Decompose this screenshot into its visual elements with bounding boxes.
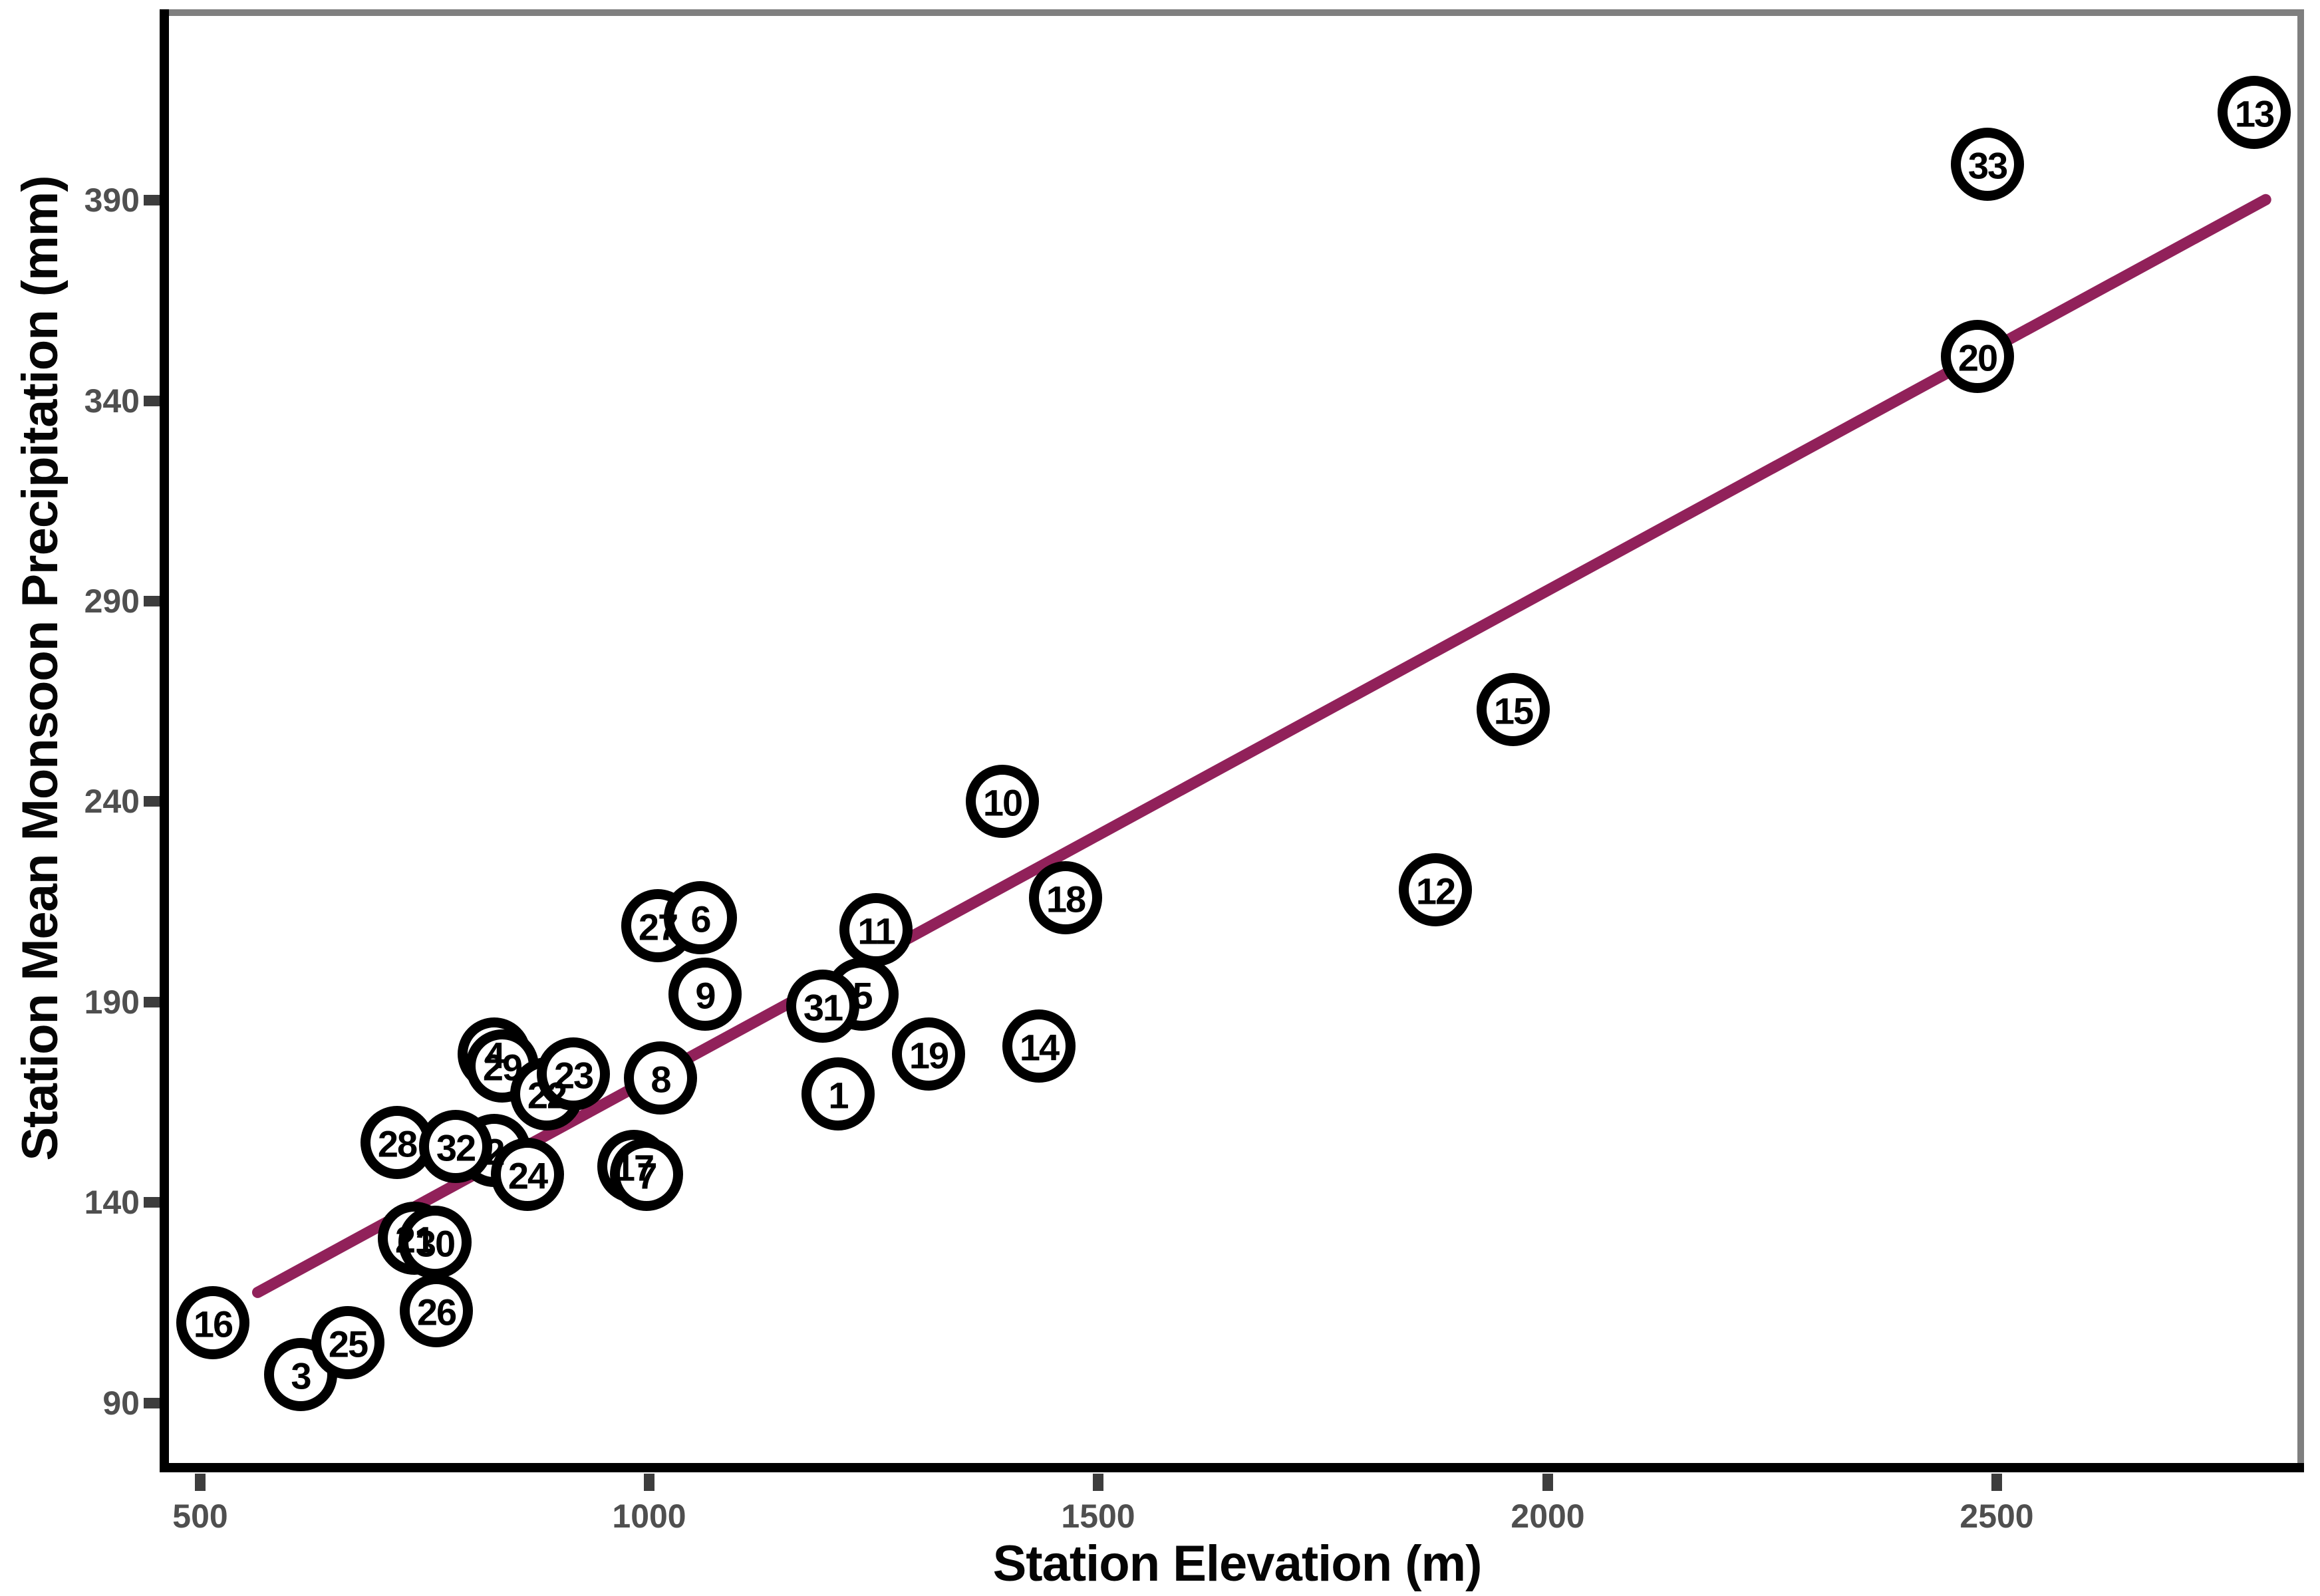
station-point-label: 2 [484,1130,505,1173]
station-point-label: 1 [828,1074,849,1117]
station-point-label: 9 [695,974,716,1017]
y-axis-line [160,9,169,1472]
station-point-label: 26 [416,1291,457,1333]
station-point-label: 15 [1493,690,1534,732]
x-tick-mark [1542,1474,1553,1491]
x-axis-line [160,1463,2304,1472]
station-point-label: 22 [527,1074,567,1117]
x-axis-title: Station Elevation (m) [992,1535,1483,1592]
y-tick-mark [144,1197,160,1208]
station-point-label: 24 [508,1154,548,1197]
panel-border-top [160,9,2304,16]
station-point-label: 11 [857,910,895,952]
y-tick-mark [144,1398,160,1408]
y-tick-label: 190 [84,984,140,1021]
y-tick-label: 90 [102,1385,140,1422]
station-point-label: 7 [637,1154,657,1197]
x-tick-mark [644,1474,654,1491]
y-tick-label: 390 [84,182,140,219]
x-tick-label: 2500 [1959,1498,2034,1535]
y-axis-title: Station Mean Monsoon Precipitation (mm) [12,176,69,1161]
station-point-label: 32 [436,1127,476,1169]
station-point-label: 12 [1415,870,1456,912]
station-point-label: 6 [690,898,711,940]
station-point-label: 27 [638,906,678,948]
y-tick-mark [144,796,160,807]
station-point-label: 33 [1967,144,2008,187]
y-tick-mark [144,596,160,606]
x-tick-mark [195,1474,206,1491]
station-point-circle [786,970,859,1043]
x-tick-label: 1000 [612,1498,686,1535]
station-point-label: 19 [909,1034,949,1077]
y-tick-mark [144,195,160,205]
station-point-label: 10 [982,781,1023,824]
station-point-label: 5 [852,974,873,1017]
station-point-label: 30 [415,1222,456,1265]
station-point-label: 31 [803,986,843,1029]
station-point-label: 3 [291,1355,311,1397]
station-point-label: 29 [482,1046,523,1089]
y-tick-mark [144,396,160,406]
y-tick-label: 140 [84,1184,140,1221]
panel-border-right [2297,9,2304,1472]
station-point-label: 20 [1958,336,1998,379]
station-point-label: 28 [377,1123,418,1165]
station-point-circle [2218,76,2291,149]
x-tick-label: 1500 [1061,1498,1135,1535]
station-point-label: 16 [193,1303,233,1345]
station-point-label: 18 [1046,878,1086,920]
station-point-label: 4 [484,1034,505,1077]
station-point-label: 13 [2234,92,2275,135]
station-point-label: 21 [394,1218,435,1261]
station-point-label: 14 [1019,1026,1060,1069]
x-tick-mark [1991,1474,2002,1491]
x-tick-label: 2000 [1511,1498,1585,1535]
station-point-circle [176,1286,249,1359]
station-point-label: 25 [328,1323,368,1365]
station-point-label: 23 [553,1054,594,1097]
station-point-label: 17 [614,1146,654,1189]
station-point-circle [537,1037,610,1111]
y-tick-label: 240 [84,783,140,820]
y-tick-label: 340 [84,382,140,420]
y-tick-label: 290 [84,583,140,620]
station-point-label: 8 [651,1058,671,1101]
x-tick-mark [1093,1474,1103,1491]
x-tick-label: 500 [172,1498,228,1535]
station-point-circle [892,1017,965,1091]
y-tick-mark [144,997,160,1007]
station-point-circle [966,765,1039,838]
